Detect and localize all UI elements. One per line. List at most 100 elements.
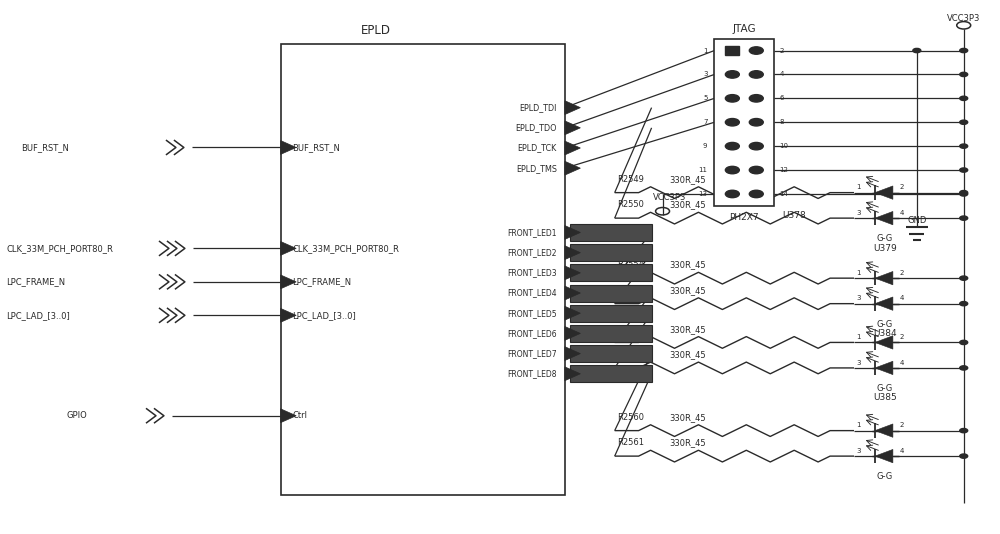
Circle shape — [749, 119, 763, 126]
Text: R2561: R2561 — [617, 438, 644, 447]
Text: 3: 3 — [856, 295, 861, 301]
Polygon shape — [565, 367, 580, 381]
Text: 3: 3 — [703, 72, 707, 77]
Circle shape — [725, 70, 739, 78]
Polygon shape — [565, 266, 580, 280]
Text: PH2X7: PH2X7 — [730, 213, 759, 222]
Text: FRONT_LED2: FRONT_LED2 — [507, 248, 557, 257]
Text: R2558: R2558 — [617, 325, 644, 334]
Text: EPLD_TDO: EPLD_TDO — [515, 123, 557, 132]
Text: G-G: G-G — [877, 234, 893, 243]
Circle shape — [960, 454, 968, 458]
Text: U384: U384 — [873, 329, 897, 338]
Text: 1: 1 — [856, 334, 861, 340]
Text: FRONT_LED6: FRONT_LED6 — [587, 330, 635, 337]
Text: LPC_LAD_[3..0]: LPC_LAD_[3..0] — [293, 311, 356, 320]
Text: FRONT_LED1: FRONT_LED1 — [507, 228, 557, 237]
Text: 1: 1 — [856, 422, 861, 428]
Text: FRONT_LED7: FRONT_LED7 — [587, 350, 635, 357]
Text: R2549: R2549 — [617, 175, 644, 184]
Text: 3: 3 — [856, 359, 861, 366]
Text: CLK_33M_PCH_PORT80_R: CLK_33M_PCH_PORT80_R — [293, 244, 399, 253]
Text: FRONT_LED3: FRONT_LED3 — [507, 269, 557, 277]
Text: 11: 11 — [698, 167, 707, 173]
Circle shape — [725, 119, 739, 126]
Text: CLK_33M_PCH_PORT80_R: CLK_33M_PCH_PORT80_R — [6, 244, 113, 253]
Text: 3: 3 — [856, 210, 861, 216]
Text: 3: 3 — [856, 448, 861, 454]
Polygon shape — [565, 141, 580, 155]
Text: 4: 4 — [900, 295, 904, 301]
Circle shape — [725, 166, 739, 174]
Polygon shape — [875, 361, 893, 375]
Text: R2550: R2550 — [617, 200, 644, 209]
Circle shape — [960, 340, 968, 344]
Text: FRONT_LED1: FRONT_LED1 — [587, 229, 635, 236]
Circle shape — [749, 95, 763, 102]
Bar — [725, 46, 739, 56]
Text: 4: 4 — [779, 72, 784, 77]
Text: R2559: R2559 — [617, 350, 644, 359]
Text: 330R_45: 330R_45 — [670, 325, 706, 334]
Polygon shape — [875, 336, 893, 349]
Text: 4: 4 — [900, 448, 904, 454]
Text: FRONT_LED7: FRONT_LED7 — [507, 349, 557, 358]
Circle shape — [960, 191, 968, 195]
Text: LPC_FRAME_N: LPC_FRAME_N — [6, 277, 66, 286]
Circle shape — [960, 168, 968, 172]
Text: 5: 5 — [703, 96, 707, 101]
Text: FRONT_LED4: FRONT_LED4 — [507, 288, 557, 297]
Polygon shape — [281, 275, 296, 289]
Circle shape — [913, 49, 921, 53]
Text: BUF_RST_N: BUF_RST_N — [293, 143, 340, 152]
Polygon shape — [281, 140, 296, 154]
Circle shape — [749, 70, 763, 78]
Polygon shape — [875, 424, 893, 437]
Text: 2: 2 — [900, 422, 904, 428]
Circle shape — [960, 49, 968, 53]
Text: VCC3P3: VCC3P3 — [947, 14, 980, 22]
Polygon shape — [565, 326, 580, 340]
Text: 14: 14 — [779, 191, 788, 197]
Bar — [570, 285, 652, 302]
Circle shape — [960, 428, 968, 433]
Text: 1: 1 — [856, 184, 861, 190]
Polygon shape — [281, 309, 296, 322]
Text: FRONT_LED2: FRONT_LED2 — [587, 249, 635, 256]
Bar — [570, 305, 652, 321]
Text: 12: 12 — [779, 167, 788, 173]
Text: 2: 2 — [900, 270, 904, 276]
Bar — [570, 224, 652, 241]
Circle shape — [960, 96, 968, 100]
Text: FRONT_LED4: FRONT_LED4 — [587, 289, 635, 296]
Text: GPIO: GPIO — [66, 411, 87, 420]
Circle shape — [725, 95, 739, 102]
Circle shape — [960, 302, 968, 306]
Text: FRONT_LED8: FRONT_LED8 — [587, 371, 635, 377]
Text: 330R_45: 330R_45 — [670, 286, 706, 295]
Circle shape — [960, 120, 968, 124]
Text: EPLD_TMS: EPLD_TMS — [516, 164, 557, 172]
Polygon shape — [281, 409, 296, 422]
Circle shape — [725, 143, 739, 150]
Circle shape — [960, 192, 968, 196]
Polygon shape — [565, 286, 580, 300]
Text: 10: 10 — [779, 143, 788, 149]
Text: R2554: R2554 — [617, 261, 644, 269]
Text: FRONT_LED5: FRONT_LED5 — [507, 309, 557, 318]
Polygon shape — [875, 450, 893, 463]
Text: Ctrl: Ctrl — [293, 411, 308, 420]
Text: G-G: G-G — [877, 384, 893, 393]
Polygon shape — [565, 121, 580, 135]
Text: 1: 1 — [703, 48, 707, 53]
Bar — [570, 244, 652, 261]
Circle shape — [960, 276, 968, 280]
Text: FRONT_LED6: FRONT_LED6 — [507, 329, 557, 338]
Text: 4: 4 — [900, 359, 904, 366]
Text: LPC_LAD_[3..0]: LPC_LAD_[3..0] — [6, 311, 70, 320]
Text: 13: 13 — [698, 191, 707, 197]
Circle shape — [960, 216, 968, 220]
Circle shape — [749, 47, 763, 54]
Text: 9: 9 — [703, 143, 707, 149]
Circle shape — [749, 166, 763, 174]
